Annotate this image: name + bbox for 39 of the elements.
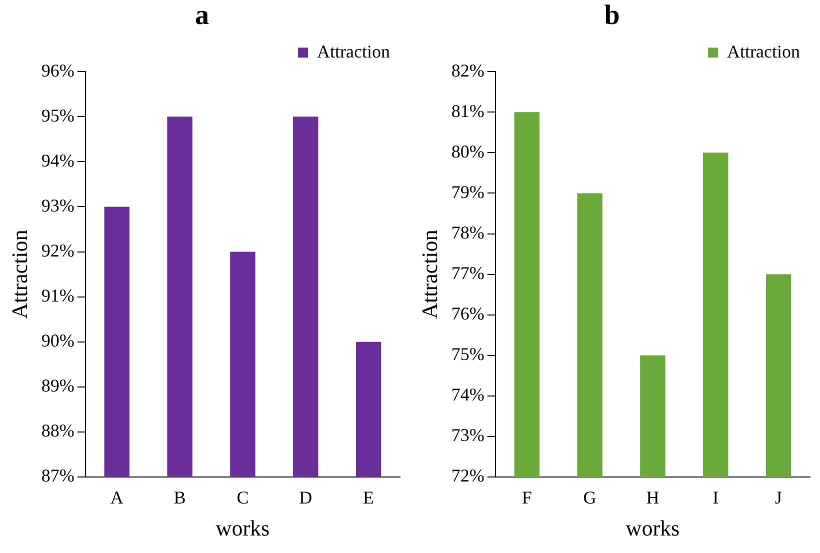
- legend-label: Attraction: [727, 41, 800, 62]
- y-tick-label: 74%: [451, 384, 484, 405]
- x-tick-label: G: [583, 488, 596, 508]
- x-tick-label: I: [712, 488, 719, 508]
- y-tick-label: 73%: [451, 425, 484, 446]
- y-tick-label: 72%: [451, 466, 484, 486]
- x-tick-label: F: [522, 488, 532, 508]
- y-tick-label: 93%: [41, 195, 74, 216]
- legend-label: Attraction: [317, 41, 390, 62]
- x-axis-title: works: [216, 516, 270, 541]
- y-tick-label: 81%: [451, 100, 484, 121]
- y-tick-label: 95%: [41, 105, 74, 126]
- y-tick-label: 75%: [451, 344, 484, 364]
- y-tick-label: 88%: [41, 420, 74, 441]
- y-tick-label: 89%: [41, 376, 74, 396]
- y-tick-label: 78%: [451, 222, 484, 242]
- y-tick-label: 80%: [451, 141, 484, 162]
- y-tick-label: 76%: [451, 304, 484, 324]
- y-tick-label: 96%: [41, 60, 74, 80]
- y-tick-label: 87%: [41, 466, 74, 486]
- x-tick-label: C: [236, 488, 249, 508]
- x-axis-title: works: [626, 516, 680, 541]
- chart-title: b: [604, 0, 620, 32]
- chart-title: a: [195, 0, 209, 32]
- y-tick-label: 94%: [41, 150, 74, 170]
- x-tick-label: H: [646, 488, 660, 508]
- y-tick-label: 90%: [41, 330, 74, 351]
- y-tick-label: 79%: [451, 182, 484, 202]
- y-axis-title: Attraction: [416, 230, 442, 319]
- y-tick-label: 91%: [41, 286, 74, 306]
- y-axis-title: Attraction: [6, 230, 32, 319]
- y-tick-label: 92%: [41, 240, 74, 261]
- y-tick-label: 77%: [451, 263, 484, 284]
- x-tick-label: D: [299, 488, 312, 508]
- y-tick-label: 82%: [451, 60, 484, 80]
- x-tick-label: B: [174, 488, 186, 508]
- x-tick-label: J: [775, 488, 782, 508]
- x-tick-label: A: [110, 488, 124, 508]
- x-tick-label: E: [363, 488, 374, 508]
